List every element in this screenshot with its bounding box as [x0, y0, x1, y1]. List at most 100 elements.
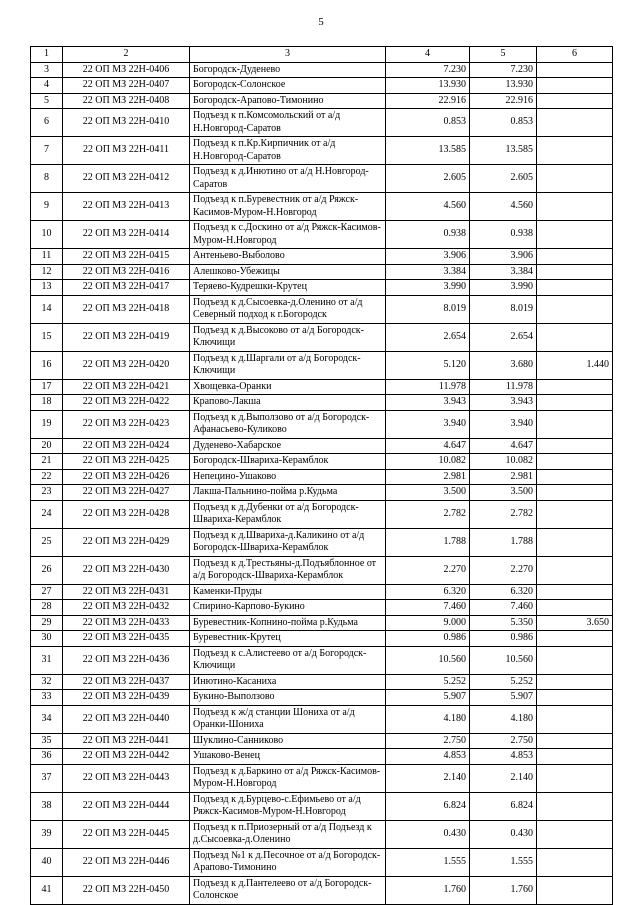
- table-cell: 9.000: [385, 614, 470, 631]
- table-cell: 22 ОП МЗ 22Н-0430: [62, 555, 190, 585]
- table-cell: [536, 555, 613, 585]
- table-cell: 3.500: [385, 484, 470, 501]
- table-cell: 4.853: [469, 748, 537, 765]
- table-cell: [536, 645, 613, 675]
- table-cell: 22 ОП МЗ 22Н-0422: [62, 394, 190, 411]
- table-cell: [536, 409, 613, 439]
- table-cell: Подъезд к д.Трестьяны-д.Подъяблонное от …: [189, 555, 386, 585]
- table-cell: 33: [30, 689, 63, 706]
- table-cell: 0.986: [385, 630, 470, 647]
- table-row: 14 22 ОП МЗ 22Н-0418 Подъезд к д.Сысоевка-…: [30, 294, 613, 324]
- table-cell: 7: [30, 136, 63, 165]
- table-cell: 22 ОП МЗ 22Н-0408: [62, 92, 190, 109]
- table-cell: 8: [30, 164, 63, 193]
- table-cell: Подъезд к п.Комсомольский от а/д Н.Новго…: [189, 108, 386, 137]
- table-cell: Богородск-Швариха-Керамблок: [189, 453, 386, 470]
- table-cell: [536, 294, 613, 324]
- table-cell: 22 ОП МЗ 22Н-0411: [62, 136, 190, 165]
- table-row: 5 22 ОП МЗ 22Н-0408 Богородск-Арапово-Тимо…: [30, 92, 613, 109]
- table-cell: 0.938: [469, 220, 537, 249]
- table-cell: 8.019: [469, 294, 537, 324]
- table-cell: 29: [30, 614, 63, 631]
- table-cell: 2.605: [385, 164, 470, 193]
- table-cell: 6.824: [385, 791, 470, 821]
- table-row: 17 22 ОП МЗ 22Н-0421 Хвощевка-Оранки 11.978…: [30, 378, 613, 395]
- table-cell: Подъезд к д.Выползово от а/д Богородск-А…: [189, 409, 386, 439]
- table-row: 27 22 ОП МЗ 22Н-0431 Каменки-Пруды 6.320 6.3…: [30, 583, 613, 600]
- table-cell: 2.140: [469, 763, 537, 793]
- table-cell: Крапово-Лакша: [189, 394, 386, 411]
- table-cell: 4: [30, 77, 63, 94]
- table-cell: 22 ОП МЗ 22Н-0428: [62, 499, 190, 529]
- table-cell: 7.460: [385, 599, 470, 616]
- table-cell: [536, 599, 613, 616]
- table-cell: 2.981: [385, 468, 470, 485]
- table-body: 3 22 ОП МЗ 22Н-0406 Богородск-Дуденево 7.23…: [30, 61, 613, 905]
- table-cell: 3.990: [469, 279, 537, 296]
- table-cell: [536, 77, 613, 94]
- table-cell: 1.760: [469, 875, 537, 905]
- table-cell: 3: [30, 61, 63, 78]
- table-cell: 17: [30, 378, 63, 395]
- table-cell: 12: [30, 263, 63, 280]
- table-cell: 4.647: [469, 437, 537, 454]
- table-cell: [536, 704, 613, 734]
- table-cell: 22 ОП МЗ 22Н-0423: [62, 409, 190, 439]
- table-cell: Подъезд к п.Буревестник от а/д Ряжск-Кас…: [189, 192, 386, 221]
- table-cell: 3.384: [469, 263, 537, 280]
- table-cell: 22.916: [469, 92, 537, 109]
- table-cell: Каменки-Пруды: [189, 583, 386, 600]
- table-cell: [536, 248, 613, 265]
- table-cell: 2.782: [469, 499, 537, 529]
- table-cell: 22 ОП МЗ 22Н-0446: [62, 847, 190, 877]
- table-cell: 32: [30, 673, 63, 690]
- table-cell: 22 ОП МЗ 22Н-0440: [62, 704, 190, 734]
- table-row: 13 22 ОП МЗ 22Н-0417 Теряево-Кудрешки-Крут…: [30, 279, 613, 296]
- table-cell: 3.943: [385, 394, 470, 411]
- table-cell: 39: [30, 819, 63, 849]
- table-cell: 40: [30, 847, 63, 877]
- table-row: 9 22 ОП МЗ 22Н-0413 Подъезд к п.Буревестни…: [30, 192, 613, 221]
- column-header: 4: [385, 46, 470, 63]
- table-cell: Алешково-Убежицы: [189, 263, 386, 280]
- table-cell: [536, 847, 613, 877]
- table-cell: [536, 763, 613, 793]
- table-cell: 11.978: [385, 378, 470, 395]
- column-header: 3: [189, 46, 386, 63]
- table-row: 34 22 ОП МЗ 22Н-0440 Подъезд к ж/д станции…: [30, 704, 613, 734]
- table-row: 20 22 ОП МЗ 22Н-0424 Дуденево-Хабарское 4.6…: [30, 437, 613, 454]
- table-cell: 3.680: [469, 350, 537, 380]
- table-cell: [536, 791, 613, 821]
- table-cell: 22 ОП МЗ 22Н-0450: [62, 875, 190, 905]
- table-row: 4 22 ОП МЗ 22Н-0407 Богородск-Солонское 13.…: [30, 77, 613, 94]
- table-cell: 22.916: [385, 92, 470, 109]
- table-cell: 2.654: [469, 322, 537, 352]
- table-cell: Подъезд к д.Дубенки от а/д Богородск-Шва…: [189, 499, 386, 529]
- table-cell: 19: [30, 409, 63, 439]
- table-cell: Букино-Выползово: [189, 689, 386, 706]
- table-row: 33 22 ОП МЗ 22Н-0439 Букино-Выползово 5.907…: [30, 689, 613, 706]
- table-row: 3 22 ОП МЗ 22Н-0406 Богородск-Дуденево 7.23…: [30, 61, 613, 78]
- table-row: 41 22 ОП МЗ 22Н-0450 Подъезд к д.Пантелеев…: [30, 875, 613, 905]
- page-number: 5: [318, 16, 324, 28]
- table-cell: 5.252: [469, 673, 537, 690]
- table-cell: 22 ОП МЗ 22Н-0417: [62, 279, 190, 296]
- table-cell: [536, 499, 613, 529]
- table-cell: 2.270: [469, 555, 537, 585]
- table-cell: [536, 583, 613, 600]
- table-cell: 22 ОП МЗ 22Н-0433: [62, 614, 190, 631]
- table-cell: 27: [30, 583, 63, 600]
- table-cell: 22: [30, 468, 63, 485]
- table-row: 22 22 ОП МЗ 22Н-0426 Непецино-Ушаково 2.981…: [30, 468, 613, 485]
- table-cell: [536, 263, 613, 280]
- table-cell: [536, 453, 613, 470]
- table-cell: [536, 875, 613, 905]
- table-cell: [536, 108, 613, 137]
- table-cell: 4.560: [469, 192, 537, 221]
- table-cell: [536, 136, 613, 165]
- table-cell: 28: [30, 599, 63, 616]
- table-cell: 26: [30, 555, 63, 585]
- table-cell: 13.585: [469, 136, 537, 165]
- table-cell: 13: [30, 279, 63, 296]
